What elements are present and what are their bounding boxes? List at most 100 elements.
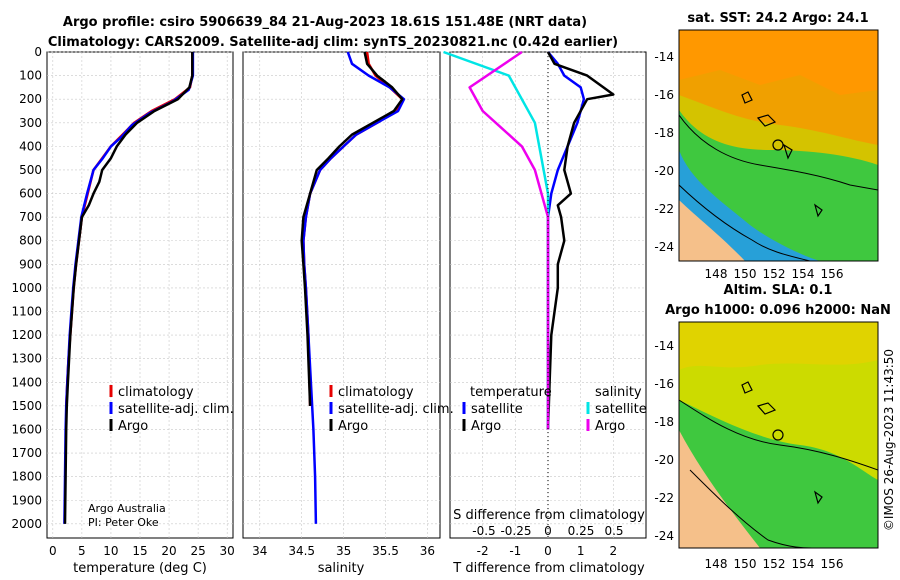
x-tick-label: 0	[49, 544, 57, 558]
difference-legend: temperature salinity satellite Argo sate…	[462, 385, 647, 434]
y-tick-label: 1900	[11, 493, 42, 507]
map-tick: -14	[654, 339, 674, 353]
y-tick-label: 100	[19, 69, 42, 83]
sla-map-title2: Argo h1000: 0.096 h2000: NaN	[665, 303, 891, 318]
series-line-argo	[63, 52, 194, 524]
map-tick: 154	[792, 267, 815, 281]
x-tick-label: 1	[577, 544, 585, 558]
salinity-axes	[242, 51, 441, 539]
x-tick-label: 25	[190, 544, 205, 558]
sst-map-image	[679, 30, 878, 261]
credit-line2: PI: Peter Oke	[88, 516, 159, 529]
x-tick-label: 34	[252, 544, 267, 558]
sla-map-title1: Altim. SLA: 0.1	[724, 283, 833, 298]
s-tick-label: -0.25	[500, 524, 531, 538]
x-tick-label: 34.5	[288, 544, 315, 558]
legend-title-salinity: salinity	[595, 385, 642, 400]
map-tick: 154	[792, 557, 815, 571]
y-tick-label: 1500	[11, 399, 42, 413]
sst-map-title: sat. SST: 24.2 Argo: 24.1	[687, 11, 868, 26]
y-tick-label: 1200	[11, 328, 42, 342]
map-tick: -16	[654, 88, 674, 102]
sst-map-xticks: 148 150 152 154 156	[705, 267, 844, 281]
t-difference-xlabel: T difference from climatology	[452, 561, 645, 576]
map-tick: -20	[654, 164, 674, 178]
y-tick-label: 1300	[11, 352, 42, 366]
map-tick: -22	[654, 491, 674, 505]
credit-line1: Argo Australia	[88, 502, 166, 515]
x-tick-label: 10	[103, 544, 118, 558]
map-tick: -24	[654, 529, 674, 543]
map-tick: -16	[654, 377, 674, 391]
map-tick: 150	[734, 267, 757, 281]
salinity-xlabel: salinity	[318, 561, 365, 576]
x-tick-label: 35.5	[372, 544, 399, 558]
y-tick-label: 900	[19, 257, 42, 271]
sst-map-yticks: -14 -16 -18 -20 -22 -24	[654, 50, 674, 254]
s-tick-label: -0.5	[472, 524, 495, 538]
y-tick-label: 2000	[11, 517, 42, 531]
legend-label: Argo	[595, 419, 625, 434]
salinity-legend: climatology satellite-adj. clim. Argo	[329, 385, 454, 434]
map-tick: 152	[763, 557, 786, 571]
s-difference-ticks: -0.5 -0.25 0 0.25 0.5	[472, 524, 623, 538]
map-tick: -24	[654, 240, 674, 254]
figure-title-line1: Argo profile: csiro 5906639_84 21-Aug-20…	[63, 15, 587, 30]
y-tick-label: 800	[19, 234, 42, 248]
y-tick-label: 1100	[11, 305, 42, 319]
map-tick: 148	[705, 267, 728, 281]
x-tick-label: 35	[336, 544, 351, 558]
x-tick-label: 20	[161, 544, 176, 558]
s-tick-label: 0.25	[568, 524, 595, 538]
y-tick-label: 1800	[11, 470, 42, 484]
map-tick: -20	[654, 453, 674, 467]
y-tick-label: 1400	[11, 375, 42, 389]
sla-map-xticks: 148 150 152 154 156	[705, 557, 844, 571]
y-tick-label: 300	[19, 116, 42, 130]
map-tick: -18	[654, 126, 674, 140]
y-tick-label: 1000	[11, 281, 42, 295]
s-difference-xlabel: S difference from climatology	[453, 508, 645, 523]
sla-map-image	[679, 322, 878, 548]
x-tick-label: 36	[420, 544, 435, 558]
legend-title-temperature: temperature	[470, 385, 552, 400]
legend-label: satellite	[471, 402, 523, 417]
y-tick-label: 400	[19, 139, 42, 153]
legend-label: climatology	[118, 385, 194, 400]
map-tick: -18	[654, 415, 674, 429]
y-tick-label: 200	[19, 92, 42, 106]
x-tick-label: -1	[509, 544, 521, 558]
y-tick-label: 500	[19, 163, 42, 177]
y-tick-label: 0	[34, 45, 42, 59]
legend-label: Argo	[118, 419, 148, 434]
sst-map-frame	[678, 29, 879, 262]
series-line-argo	[300, 51, 404, 406]
legend-label: Argo	[338, 419, 368, 434]
x-tick-label: 15	[132, 544, 147, 558]
map-tick: 148	[705, 557, 728, 571]
temperature-legend: climatology satellite-adj. clim. Argo	[109, 385, 234, 434]
s-tick-label: 0.5	[604, 524, 623, 538]
map-tick: 156	[821, 267, 844, 281]
legend-label: satellite	[595, 402, 647, 417]
temperature-xlabel: temperature (deg C)	[73, 561, 207, 576]
x-tick-label: 2	[610, 544, 618, 558]
figure-title-line2: Climatology: CARS2009. Satellite-adj cli…	[48, 35, 618, 50]
map-tick: 150	[734, 557, 757, 571]
map-tick: 152	[763, 267, 786, 281]
x-tick-label: 30	[220, 544, 235, 558]
sla-map-yticks: -14 -16 -18 -20 -22 -24	[654, 339, 674, 543]
map-tick: 156	[821, 557, 844, 571]
x-tick-label: 5	[78, 544, 86, 558]
sla-map-frame	[678, 321, 879, 549]
legend-label: Argo	[471, 419, 501, 434]
map-tick: -14	[654, 50, 674, 64]
legend-label: satellite-adj. clim.	[118, 402, 234, 417]
y-tick-label: 600	[19, 187, 42, 201]
series-line-t-argo	[546, 51, 615, 430]
legend-label: climatology	[338, 385, 414, 400]
s-tick-label: 0	[544, 524, 552, 538]
y-tick-label: 1700	[11, 446, 42, 460]
y-tick-label: 700	[19, 210, 42, 224]
x-tick-label: -2	[477, 544, 489, 558]
